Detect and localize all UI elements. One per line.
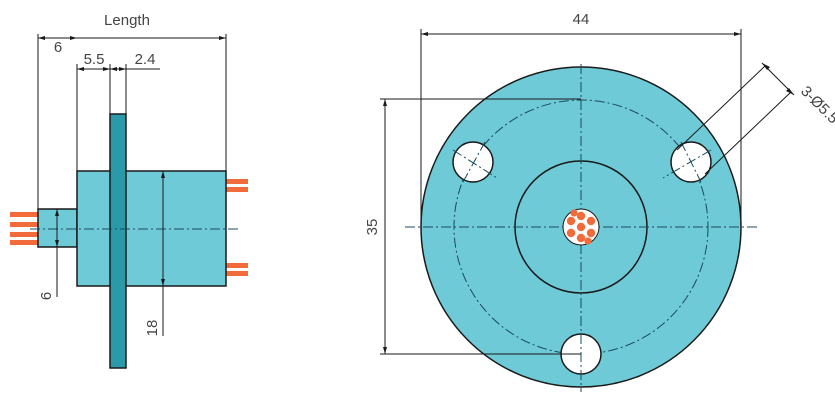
mounting-hole-1 (452, 141, 494, 183)
wire-left-2 (10, 222, 38, 227)
wire-left-3 (10, 232, 38, 237)
dim-6-top: 6 (54, 39, 62, 56)
dim-2-4: 2.4 (135, 51, 156, 68)
dim-holes: 3-Ø5.5 (797, 83, 835, 127)
dim-35: 35 (364, 219, 381, 236)
dim-44: 44 (573, 11, 590, 28)
wire-left-1 (10, 212, 38, 217)
wire-left-4 (10, 240, 38, 245)
dim-6-left: 6 (38, 292, 55, 300)
side-view: Length 6 5.5 2.4 6 18 (10, 12, 248, 369)
dim-18: 18 (144, 320, 161, 337)
flange (109, 113, 127, 369)
dim-5-5: 5.5 (84, 51, 105, 68)
wire-right-3 (226, 263, 248, 268)
front-view: 44 35 3-Ø5.5 (364, 11, 835, 392)
length-label: Length (104, 12, 150, 29)
wire-right-4 (226, 271, 248, 276)
wire-right-2 (226, 187, 248, 192)
wire-bundle (566, 209, 596, 245)
wire-right-1 (226, 179, 248, 184)
